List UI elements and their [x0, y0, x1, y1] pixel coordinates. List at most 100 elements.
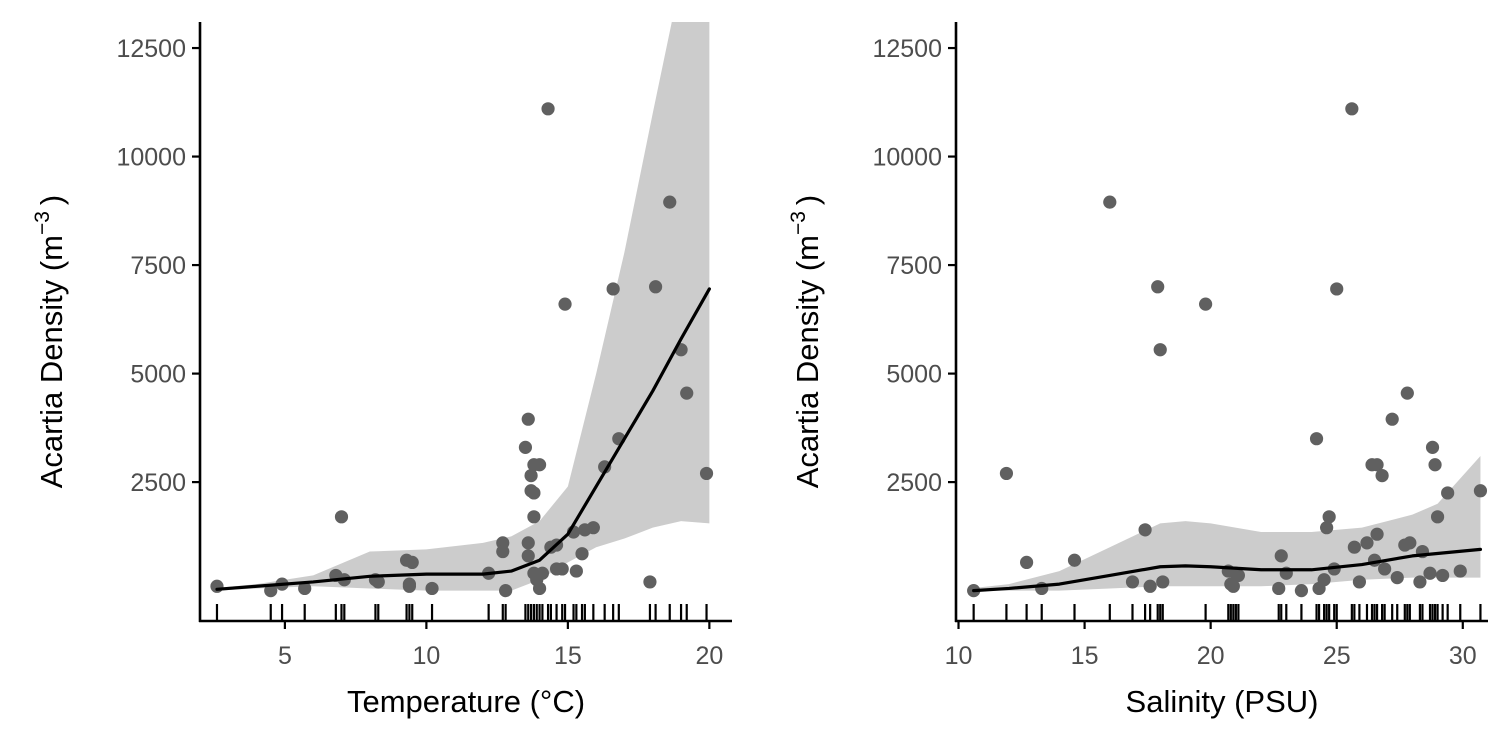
temperature-panel: 2500 5000 7500 10000 12500 5 10 15 20 Temperature…: [31, 22, 732, 719]
data-point: [1403, 536, 1417, 550]
data-point: [402, 579, 417, 593]
y-tick-label: 7500: [886, 252, 942, 280]
data-point: [1347, 540, 1361, 554]
y-tick-label: 2500: [130, 469, 186, 497]
data-point: [569, 564, 583, 578]
x-tick-label: 20: [695, 642, 723, 670]
x-axis-title: Salinity (PSU): [1126, 684, 1319, 719]
data-point: [699, 466, 714, 481]
data-point: [1441, 486, 1455, 500]
y-tick-label: 12500: [116, 35, 186, 63]
data-point: [1156, 575, 1170, 589]
data-point: [1322, 510, 1336, 524]
data-point: [1423, 566, 1437, 580]
data-point: [1352, 575, 1367, 589]
data-point: [1226, 579, 1240, 593]
x-tick-label: 10: [945, 642, 973, 670]
data-point: [521, 536, 535, 550]
data-point: [680, 386, 694, 400]
data-point: [527, 510, 541, 524]
data-point: [1125, 575, 1140, 589]
data-point: [1320, 521, 1334, 535]
x-tick-label: 25: [1323, 642, 1351, 670]
y-axis-title-close: ): [790, 195, 825, 205]
data-point: [1436, 568, 1450, 583]
data-point: [1425, 440, 1440, 454]
confidence-ribbon: [973, 456, 1481, 591]
data-point: [1272, 581, 1286, 596]
data-point: [1370, 458, 1384, 472]
data-point: [1138, 523, 1152, 537]
data-point: [1309, 432, 1324, 446]
y-tick-label: 10000: [116, 144, 186, 172]
data-point: [535, 566, 550, 580]
data-point: [499, 584, 513, 598]
data-point: [643, 575, 657, 589]
data-point: [405, 555, 419, 570]
data-point: [1274, 549, 1288, 563]
data-point: [425, 581, 439, 596]
data-point: [1375, 468, 1389, 483]
data-point: [1317, 573, 1331, 587]
data-point: [1413, 575, 1427, 589]
y-axis-title-exponent: −3: [31, 211, 54, 235]
x-axis-title: Temperature (°C): [347, 684, 585, 719]
x-tick-label: 10: [412, 642, 440, 670]
data-point: [496, 544, 510, 559]
data-point: [1019, 555, 1034, 570]
data-point: [606, 282, 620, 296]
data-point: [521, 549, 535, 563]
x-tick-label: 5: [278, 642, 292, 670]
y-axis-title-exponent: −3: [787, 211, 810, 235]
data-point: [298, 581, 312, 596]
y-tick-label: 10000: [872, 144, 942, 172]
data-point: [1473, 484, 1488, 498]
smooth-fit-line: [215, 287, 711, 591]
data-point: [1294, 584, 1309, 598]
y-tick-label: 5000: [886, 361, 942, 389]
y-axis-title: Acartia Density (m−3): [787, 195, 825, 489]
data-point: [648, 280, 663, 294]
data-point: [1360, 536, 1374, 550]
data-point: [541, 102, 555, 116]
data-point: [334, 510, 349, 524]
data-point: [555, 562, 569, 576]
x-tick-label: 15: [554, 642, 582, 670]
data-point: [518, 440, 533, 454]
y-tick-label: 2500: [886, 469, 942, 497]
data-point: [1345, 102, 1359, 116]
x-tick-label: 30: [1449, 642, 1477, 670]
data-point: [524, 468, 538, 483]
data-point: [1370, 527, 1384, 541]
y-tick-label: 12500: [872, 35, 942, 63]
x-tick-label: 20: [1197, 642, 1225, 670]
data-point: [1231, 568, 1245, 583]
data-point: [1151, 280, 1165, 294]
data-point: [586, 521, 600, 535]
data-point: [1428, 458, 1442, 472]
confidence-ribbon: [216, 22, 710, 591]
data-point: [999, 466, 1014, 481]
salinity-panel: 2500 5000 7500 10000 12500 10 15 20 25 30 Salinity…: [787, 22, 1488, 719]
data-point: [371, 575, 385, 589]
data-point: [1067, 553, 1082, 567]
x-tick-label: 15: [1071, 642, 1099, 670]
y-tick-label: 7500: [130, 252, 186, 280]
smooth-fit-line: [972, 547, 1483, 593]
y-tick-label: 5000: [130, 361, 186, 389]
data-point: [1400, 386, 1414, 400]
y-axis-title-close: ): [34, 195, 69, 205]
data-point: [532, 458, 547, 472]
y-axis-title-main: Acartia Density (m: [790, 235, 825, 488]
data-point: [1330, 282, 1344, 296]
data-point: [1143, 579, 1157, 593]
data-point: [1199, 297, 1213, 311]
data-point: [1153, 343, 1167, 357]
data-point: [558, 297, 572, 311]
data-point: [532, 581, 547, 596]
data-point: [1430, 510, 1445, 524]
data-point: [575, 547, 589, 561]
data-point: [1378, 562, 1392, 576]
data-point: [1390, 570, 1404, 585]
